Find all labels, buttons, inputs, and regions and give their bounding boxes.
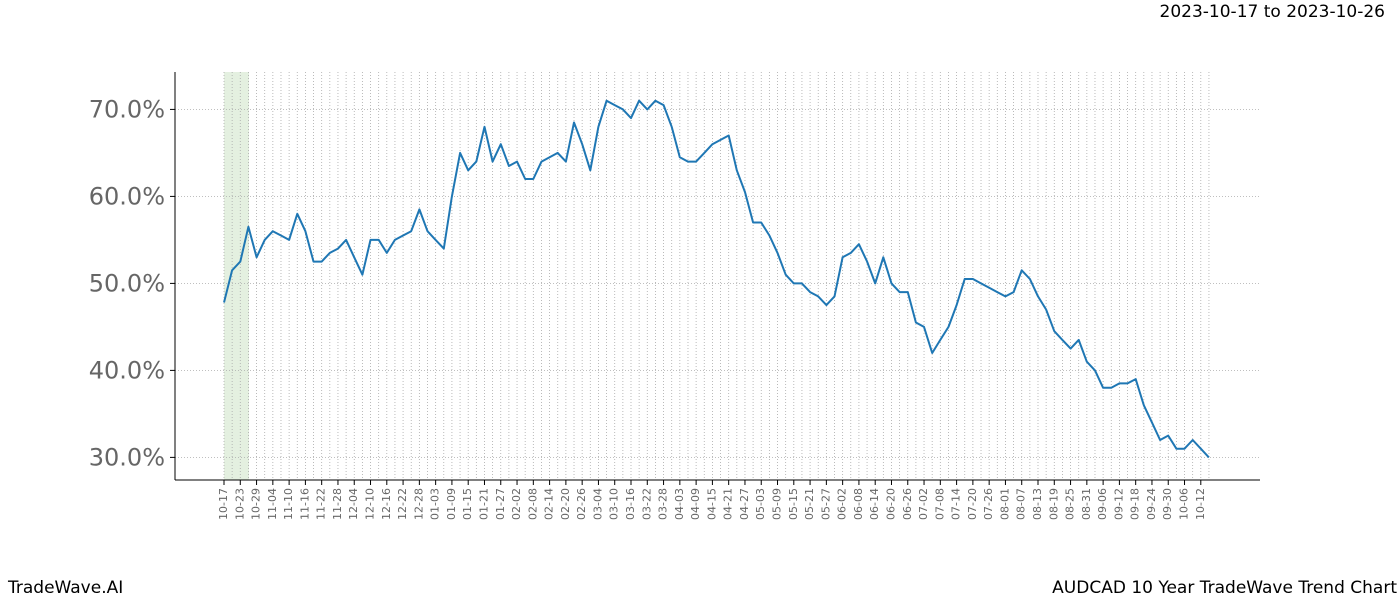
x-tick-label: 09-12 [1112,488,1125,520]
x-tick-label: 12-22 [396,488,409,520]
x-tick-label: 04-21 [722,488,735,520]
x-tick-label: 01-15 [461,488,474,520]
x-tick-label: 12-16 [380,488,393,520]
x-tick-label: 04-09 [689,488,702,520]
x-tick-label: 10-12 [1194,488,1207,520]
y-tick-label: 60.0% [89,182,165,210]
x-tick-label: 08-31 [1080,488,1093,520]
x-tick-label: 02-20 [559,488,572,520]
x-tick-label: 08-25 [1064,488,1077,520]
x-tick-label: 01-09 [445,488,458,520]
x-tick-label: 05-21 [803,488,816,520]
x-tick-label: 02-26 [575,488,588,520]
x-tick-label: 10-29 [250,488,263,520]
x-tick-label: 09-30 [1161,488,1174,520]
subtitle: 2023-10-17 to 2023-10-26 [1160,2,1385,22]
x-tick-label: 05-27 [819,488,832,520]
x-tick-label: 03-22 [640,488,653,520]
x-tick-label: 05-03 [754,488,767,520]
x-tick-label: 06-08 [852,488,865,520]
x-tick-label: 12-28 [412,488,425,520]
x-tick-label: 08-07 [1015,488,1028,520]
x-tick-label: 10-23 [233,488,246,520]
x-tick-label: 09-24 [1145,488,1158,520]
chart-title: AUDCAD 10 Year TradeWave Trend Chart [1052,578,1397,598]
x-tick-label: 03-16 [624,488,637,520]
x-tick-label: 12-04 [347,488,360,520]
x-tick-label: 06-14 [868,488,881,520]
x-tick-label: 01-27 [494,488,507,520]
x-tick-label: 07-14 [950,488,963,520]
x-tick-label: 08-01 [998,488,1011,520]
x-tick-label: 11-04 [266,488,279,520]
x-tick-label: 06-20 [884,488,897,520]
x-tick-label: 10-06 [1178,488,1191,520]
x-tick-label: 02-02 [510,488,523,520]
x-tick-label: 06-26 [901,488,914,520]
x-tick-label: 03-04 [591,488,604,520]
x-tick-label: 01-03 [429,488,442,520]
brand: TradeWave.AI [7,578,123,598]
x-tick-label: 11-28 [331,488,344,520]
x-tick-label: 12-10 [364,488,377,520]
x-tick-label: 07-08 [933,488,946,520]
x-tick-label: 03-28 [657,488,670,520]
x-tick-label: 08-19 [1047,488,1060,520]
x-tick-label: 07-20 [966,488,979,520]
x-tick-label: 02-14 [543,488,556,520]
x-tick-label: 05-09 [771,488,784,520]
x-tick-label: 07-26 [982,488,995,520]
x-tick-label: 09-18 [1129,488,1142,520]
x-tick-label: 08-13 [1031,488,1044,520]
x-tick-label: 11-10 [282,488,295,520]
x-tick-label: 10-17 [217,488,230,520]
y-tick-label: 50.0% [89,269,165,297]
x-tick-label: 04-27 [738,488,751,520]
x-tick-label: 11-22 [315,488,328,520]
x-tick-label: 09-06 [1096,488,1109,520]
x-tick-label: 06-02 [836,488,849,520]
line-series [223,99,1210,459]
x-tick-label: 07-02 [917,488,930,520]
x-tick-label: 11-16 [298,488,311,520]
y-tick-label: 40.0% [89,356,165,384]
x-tick-label: 04-03 [673,488,686,520]
x-tick-label: 02-08 [526,488,539,520]
x-tick-label: 01-21 [477,488,490,520]
x-tick-label: 05-15 [787,488,800,520]
y-tick-label: 30.0% [89,443,165,471]
y-tick-label: 70.0% [89,95,165,123]
highlight-band [224,72,249,480]
x-tick-label: 03-10 [608,488,621,520]
x-tick-label: 04-15 [705,488,718,520]
